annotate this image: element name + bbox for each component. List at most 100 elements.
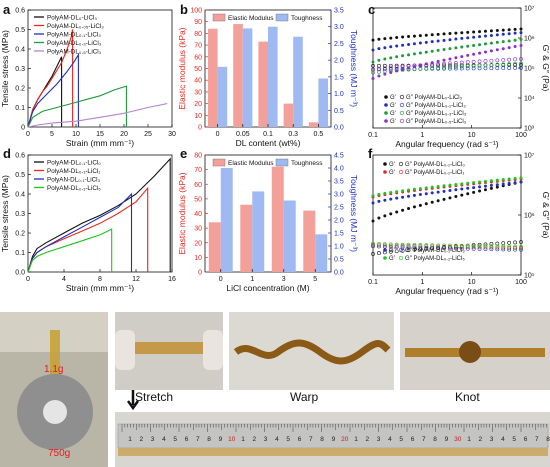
x-tick-label: 1 [420,279,424,286]
y-tick-label: 10⁷ [524,6,535,13]
g-double-prime-point [513,244,517,249]
g-double-prime-point [453,64,458,69]
legend-label: G″ PolyAM-DL₀.₁-LiCl₅ [405,256,465,262]
g-prime-point [489,183,493,187]
g-double-prime-point [495,58,500,63]
g-double-prime-point [483,59,488,63]
x-tick-label: 1 [250,276,254,283]
g-double-prime-point [406,245,411,250]
g-double-prime-point [519,61,523,66]
g-prime-point [483,179,487,183]
y-tick-label: 1.0 [334,244,344,251]
legend-label: Elastic Modulus [228,15,274,22]
g-prime-point [436,190,440,194]
g-prime-point [466,186,470,190]
legend-label: G″ PolyAM-DL₀.₅-LiCl₃ [406,119,467,125]
bar-toughness [217,66,228,127]
y-tick-label: 2.0 [334,58,344,65]
g-prime-point [519,176,523,180]
g-prime-point [472,52,476,56]
g-prime-point [395,55,399,59]
g-double-prime-point [388,249,393,254]
g-prime-point [401,208,405,212]
ruler-number: 8 [320,436,324,443]
g-double-prime-point [418,245,423,250]
y-tick-label: 50 [194,66,202,73]
g-prime-point [501,32,505,36]
x-tick-label: 25 [144,131,152,138]
g-double-prime-point [418,243,423,247]
panel-letter: e [180,146,187,161]
x-tick-label: 16 [168,276,176,283]
g-prime-point [495,48,499,52]
y-tick-label: 0.6 [15,8,25,15]
y-tick-label: 3.5 [334,179,344,186]
g-prime-point [448,183,452,187]
g-double-prime-point [412,63,417,68]
g-prime-point [401,54,405,58]
y-tick-label: 0 [21,125,25,132]
g-prime-point [377,58,381,62]
g-double-prime-point [453,246,458,251]
panel-letter: a [3,2,11,17]
ruler-number: 30 [454,436,462,443]
g-prime-point [507,177,511,181]
g-double-prime-point [519,244,523,249]
y-tick-label: 40 [194,211,202,218]
y-tick-label: 2.5 [334,41,344,48]
g-double-prime-point [436,244,441,249]
g-double-prime-point [430,243,435,248]
g-prime-point [401,67,405,71]
g-double-prime-point [418,66,423,71]
g-double-prime-point [501,62,506,67]
x-tick-label: 0.1 [368,279,378,286]
g-double-prime-point [513,246,517,250]
g-prime-point [436,184,440,188]
g-prime-point [418,63,422,67]
g-prime-point [412,42,416,46]
g-double-prime-point [507,240,512,245]
x-tick-label: 4 [62,276,66,283]
bar-toughness [293,36,303,127]
g-double-prime-point [436,243,441,248]
g-double-prime-point [483,63,488,68]
y-tick-label: 0.1 [15,250,25,257]
g-double-prime-point [483,66,488,71]
ruler-number: 1 [354,436,358,443]
legend-swatch [384,103,388,107]
g-prime-point [513,45,517,49]
x-tick-label: 30 [168,131,176,138]
x-tick-label: 10 [468,279,476,286]
g-prime-point [377,74,381,78]
g-prime-point [448,32,452,36]
g-prime-point [442,197,446,201]
g-prime-point [489,41,493,45]
g-double-prime-point [382,69,387,74]
g-double-prime-point [436,65,441,70]
g-prime-point [371,38,375,42]
legend-swatch [398,247,404,253]
g-double-prime-point [519,57,523,61]
ruler-number: 8 [546,436,550,443]
g-prime-point [478,30,482,34]
y-tick-label: 0 [198,270,202,277]
y-tick-label: 80 [194,153,202,160]
g-prime-point [430,49,434,53]
y-tick-label: 70 [194,43,202,50]
g-double-prime-point [495,241,500,246]
bar-toughness [268,26,278,127]
g-double-prime-point [430,246,435,250]
g-prime-point [442,184,446,188]
x-tick-label: 0.05 [236,131,250,138]
ruler-number: 9 [219,436,223,443]
g-prime-point [407,194,411,198]
g-double-prime-point [388,65,393,70]
g-double-prime-point [507,245,512,250]
g-double-prime-point [465,245,470,249]
y-tick-label: 10 [194,113,202,120]
down-arrow [126,390,140,411]
knot [459,341,481,363]
g-prime-point [448,196,452,200]
g-double-prime-point [442,61,446,66]
g-prime-point [389,36,393,40]
